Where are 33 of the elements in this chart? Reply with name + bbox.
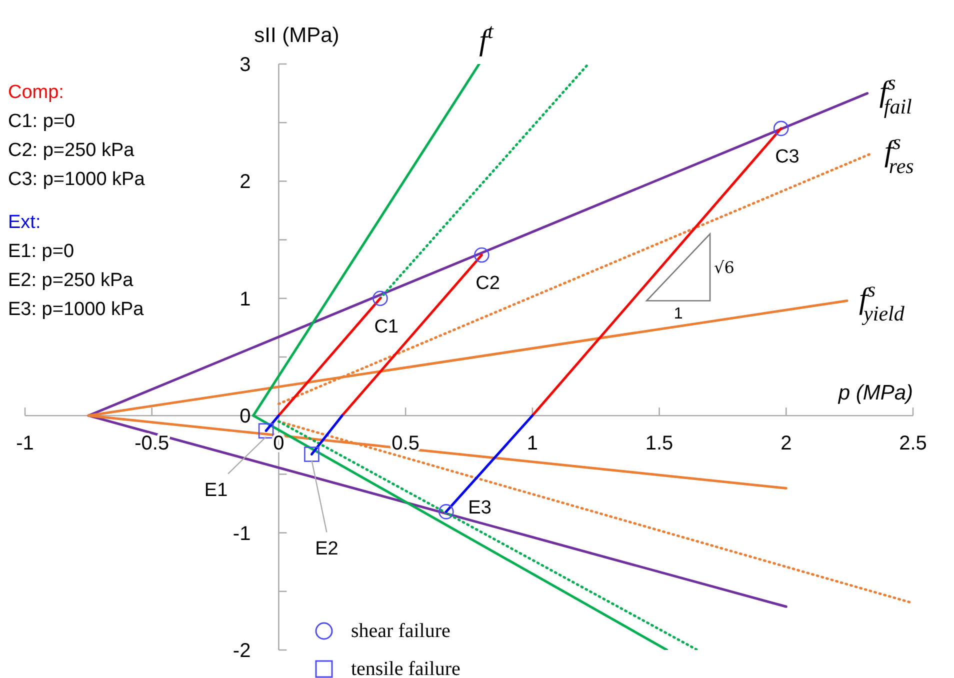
x-tick-label: 1 bbox=[526, 432, 538, 455]
legend-label: shear failure bbox=[351, 620, 450, 642]
annotation: C1: p=0 bbox=[8, 110, 76, 134]
y-tick-label: 2 bbox=[240, 171, 251, 194]
annotation: E1: p=0 bbox=[8, 240, 76, 264]
annotation: 1 bbox=[674, 306, 683, 323]
y-tick-label: -2 bbox=[232, 640, 251, 662]
annotation: Comp: bbox=[8, 81, 65, 105]
y-tick-label: -1 bbox=[232, 522, 251, 545]
x-tick-label: -0.5 bbox=[134, 432, 170, 455]
annotation: Ext: bbox=[8, 211, 42, 235]
y-tick-label: 1 bbox=[240, 288, 251, 310]
y-axis-title: sII (MPa) bbox=[254, 24, 340, 47]
x-tick-label: -1 bbox=[16, 432, 34, 455]
annotation: E1 bbox=[204, 480, 228, 501]
legend-label: tensile failure bbox=[351, 658, 460, 678]
y-tick-label: 3 bbox=[240, 54, 251, 76]
annotation: C3: p=1000 kPa bbox=[8, 168, 145, 192]
y-tick-label: 0 bbox=[240, 406, 251, 428]
x-tick-label: 0 bbox=[273, 432, 284, 455]
annotation: C1 bbox=[374, 316, 398, 338]
annotation: E2: p=250 kPa bbox=[8, 269, 134, 293]
annotation: E2 bbox=[315, 538, 338, 560]
annotation: C2 bbox=[476, 273, 500, 294]
x-tick-label: 2 bbox=[780, 432, 792, 455]
annotation: √6 bbox=[714, 258, 734, 277]
annotation: E3: p=1000 kPa bbox=[8, 298, 145, 322]
x-tick-label: 2.5 bbox=[899, 432, 927, 455]
x-axis-title: p (MPa) bbox=[837, 382, 913, 405]
annotation: C3 bbox=[775, 146, 800, 168]
annotation: C2: p=250 kPa bbox=[8, 139, 136, 163]
x-tick-label: 1.5 bbox=[645, 432, 674, 455]
annotation: E3 bbox=[468, 498, 492, 519]
